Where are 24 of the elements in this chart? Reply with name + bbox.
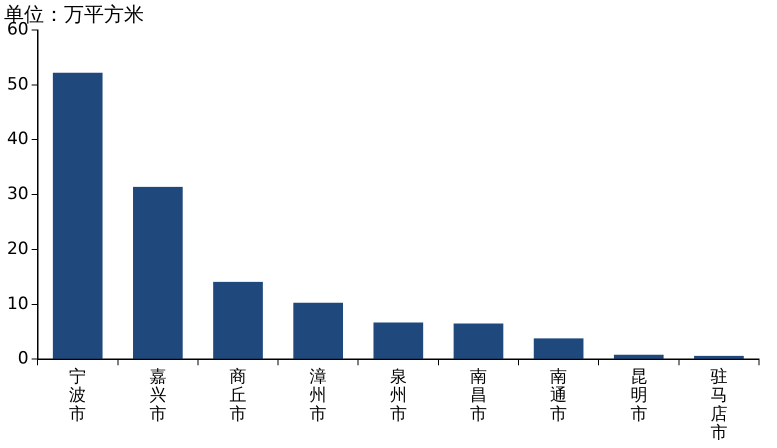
bar <box>373 322 424 359</box>
x-tick-label: 商丘市 <box>230 366 247 424</box>
bar <box>614 354 664 359</box>
y-tick-label: 50 <box>6 74 29 94</box>
bar <box>534 338 584 359</box>
y-tick-label: 0 <box>18 348 29 369</box>
x-tick-label: 宁波市 <box>69 366 86 424</box>
y-tick-label: 20 <box>6 238 29 259</box>
bar <box>213 282 263 359</box>
bar <box>454 324 504 359</box>
y-tick-label: 40 <box>6 129 29 150</box>
x-tick-label: 漳州市 <box>310 366 327 424</box>
x-tick-label: 泉州市 <box>390 366 407 424</box>
bar <box>52 72 103 359</box>
x-tick-label: 昆明市 <box>630 366 648 424</box>
x-tick-label: 南昌市 <box>470 366 487 424</box>
x-tick-label: 嘉兴市 <box>149 366 166 424</box>
x-tick-label: 南通市 <box>550 366 568 424</box>
x-tick-label: 驻马店市 <box>710 366 728 444</box>
y-tick-label: 10 <box>6 294 29 314</box>
bar <box>293 302 344 359</box>
bar <box>694 356 744 359</box>
bar <box>133 186 183 359</box>
y-tick-label: 30 <box>6 184 29 204</box>
